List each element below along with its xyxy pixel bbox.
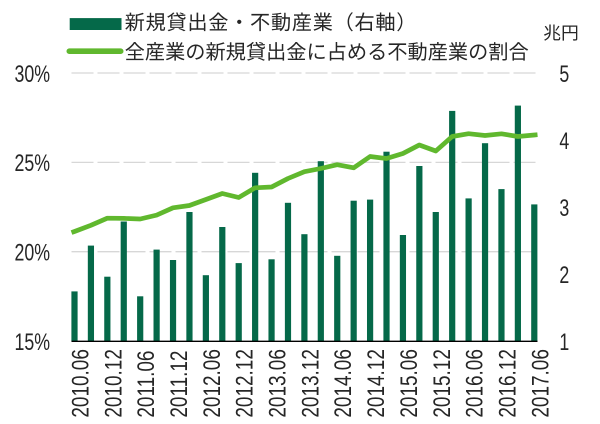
- svg-text:2010.12: 2010.12: [99, 349, 127, 417]
- svg-text:2014.06: 2014.06: [329, 349, 357, 417]
- svg-text:2016.12: 2016.12: [493, 349, 521, 417]
- svg-text:2015.12: 2015.12: [428, 349, 456, 417]
- svg-text:4: 4: [559, 128, 569, 154]
- svg-text:2012.12: 2012.12: [231, 349, 259, 417]
- svg-text:2011.12: 2011.12: [165, 351, 193, 418]
- svg-text:25%: 25%: [14, 151, 50, 177]
- svg-text:2010.06: 2010.06: [66, 349, 94, 417]
- svg-text:2012.06: 2012.06: [198, 349, 226, 417]
- svg-text:1: 1: [559, 329, 569, 355]
- svg-text:30%: 30%: [14, 61, 50, 87]
- svg-text:15%: 15%: [14, 329, 50, 355]
- svg-text:2017.06: 2017.06: [526, 349, 554, 417]
- svg-text:2011.06: 2011.06: [132, 351, 160, 418]
- svg-text:2013.06: 2013.06: [263, 349, 291, 417]
- svg-text:2015.06: 2015.06: [395, 349, 423, 417]
- svg-text:20%: 20%: [14, 240, 50, 266]
- svg-text:3: 3: [559, 195, 569, 221]
- svg-text:2014.12: 2014.12: [362, 349, 390, 417]
- svg-text:2016.06: 2016.06: [460, 349, 488, 417]
- svg-text:2013.12: 2013.12: [296, 349, 324, 417]
- svg-text:5: 5: [559, 61, 569, 87]
- svg-text:2: 2: [559, 262, 569, 288]
